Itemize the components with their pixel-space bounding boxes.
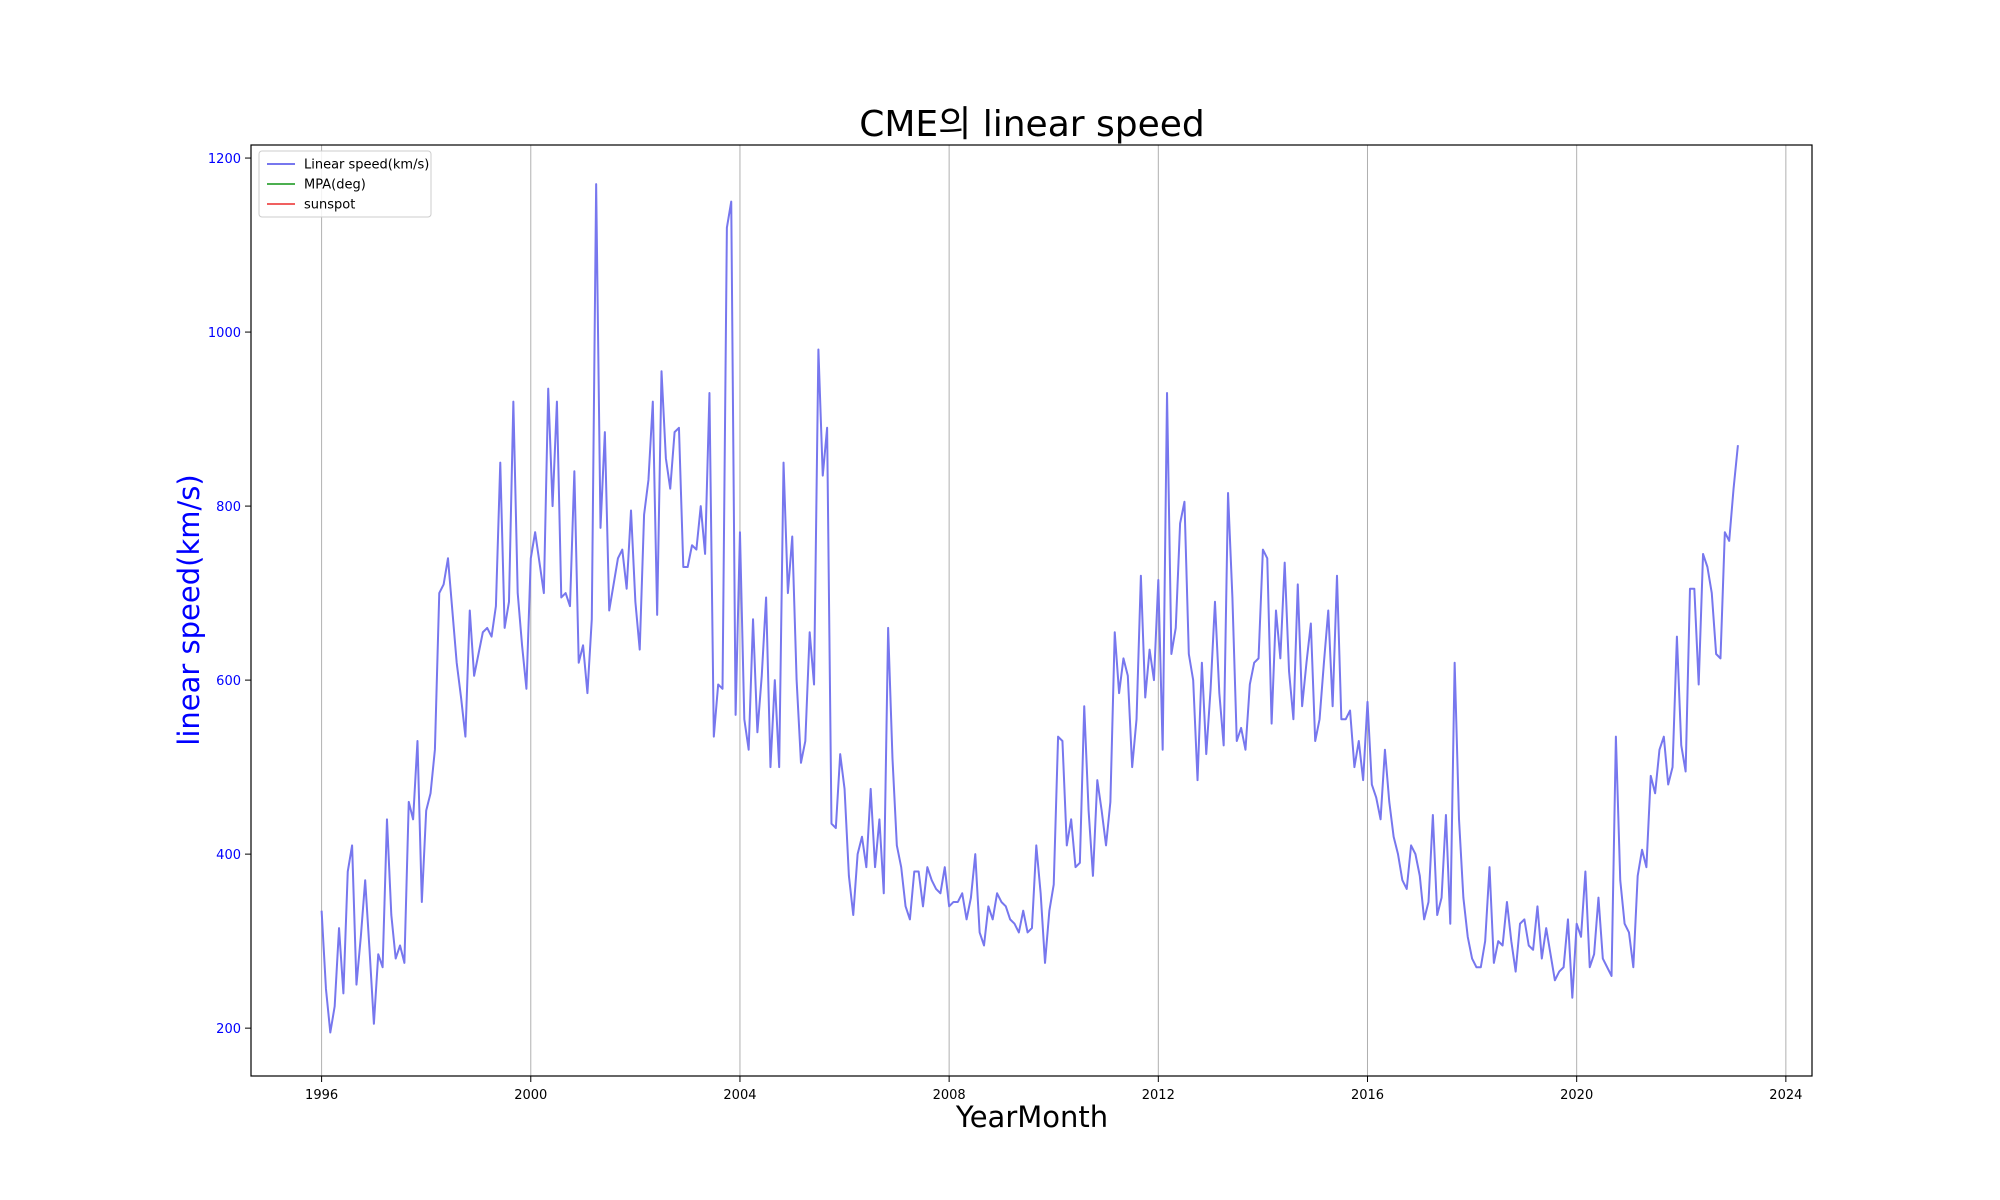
series-layer bbox=[320, 183, 1739, 1034]
x-axis-ticks: 1996 2000 2004 2008 2012 2016 2020 2024 bbox=[305, 1076, 1802, 1103]
y-tick-label: 800 bbox=[216, 500, 241, 515]
legend-item: MPA(deg) bbox=[267, 178, 366, 193]
x-tick-label: 2008 bbox=[933, 1088, 966, 1103]
legend: Linear speed(km/s) MPA(deg) sunspot bbox=[258, 150, 432, 218]
chart-title: CME의 linear speed bbox=[859, 104, 1205, 145]
y-axis-ticks: 200 400 600 800 1000 1200 bbox=[208, 152, 251, 1037]
x-tick-label: 2004 bbox=[723, 1088, 756, 1103]
legend-box bbox=[258, 150, 432, 218]
x-tick-label: 2016 bbox=[1351, 1088, 1384, 1103]
series-line-linear-speed bbox=[320, 183, 1739, 1034]
y-tick-label: 1200 bbox=[208, 152, 241, 167]
legend-item: sunspot bbox=[267, 198, 355, 213]
legend-item: Linear speed(km/s) bbox=[267, 158, 429, 173]
x-tick-label: 2020 bbox=[1560, 1088, 1593, 1103]
legend-label: Linear speed(km/s) bbox=[304, 158, 429, 173]
y-tick-label: 600 bbox=[216, 674, 241, 689]
y-tick-label: 400 bbox=[216, 848, 241, 863]
y-tick-label: 200 bbox=[216, 1022, 241, 1037]
legend-label: sunspot bbox=[304, 198, 355, 213]
y-axis-label: linear speed(km/s) bbox=[172, 474, 206, 745]
x-tick-label: 2012 bbox=[1142, 1088, 1175, 1103]
x-tick-label: 2000 bbox=[514, 1088, 547, 1103]
x-tick-label: 1996 bbox=[305, 1088, 338, 1103]
plot-frame bbox=[250, 144, 1813, 1077]
y-tick-label: 1000 bbox=[208, 326, 241, 341]
legend-label: MPA(deg) bbox=[304, 178, 366, 193]
x-tick-label: 2024 bbox=[1769, 1088, 1802, 1103]
x-axis-label: YearMonth bbox=[955, 1100, 1108, 1134]
